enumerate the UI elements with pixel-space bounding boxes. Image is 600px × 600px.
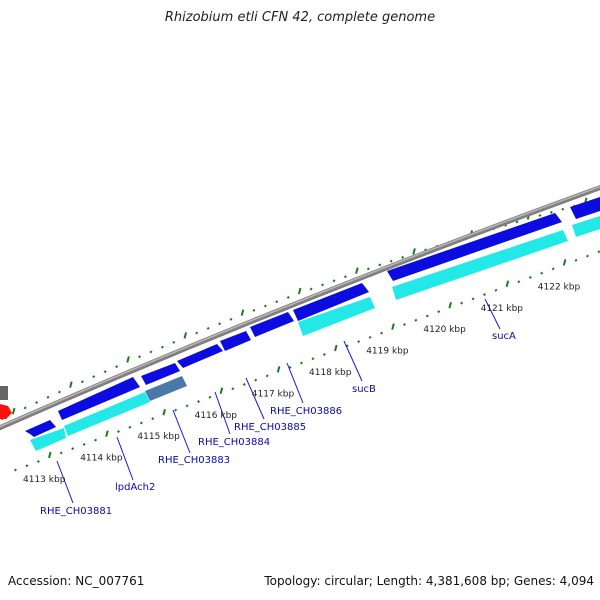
gene-arrow-gray-edge[interactable] bbox=[0, 386, 8, 400]
gene-label[interactable]: RHE_CH03883 bbox=[158, 455, 230, 466]
gene-arrow-reverse[interactable] bbox=[298, 297, 375, 336]
gene-arrow-forward[interactable] bbox=[220, 331, 251, 351]
gene-arrow-reverse[interactable] bbox=[30, 428, 66, 451]
gene-label[interactable]: RHE_CH03886 bbox=[270, 406, 342, 417]
gene-arrow-forward[interactable] bbox=[293, 283, 369, 321]
accession-text: Accession: NC_007761 bbox=[8, 574, 145, 588]
kbp-label: 4121 kbp bbox=[481, 304, 524, 314]
kbp-label: 4119 kbp bbox=[366, 347, 409, 357]
topology-text: Topology: circular; Length: 4,381,608 bp… bbox=[264, 574, 594, 588]
kbp-label: 4118 kbp bbox=[309, 368, 352, 378]
gene-arrow-forward[interactable] bbox=[177, 344, 223, 368]
gene-arrow-red-edge[interactable] bbox=[0, 404, 12, 419]
kbp-label: 4114 kbp bbox=[80, 454, 123, 464]
gene-arrow-reverse[interactable] bbox=[64, 392, 150, 436]
kbp-label: 4116 kbp bbox=[195, 411, 238, 421]
gene-arrow-forward[interactable] bbox=[387, 213, 562, 281]
gene-arrow-forward[interactable] bbox=[25, 420, 56, 437]
gene-arrow-other[interactable] bbox=[145, 376, 187, 401]
kbp-label: 4122 kbp bbox=[538, 282, 581, 292]
gene-label[interactable]: RHE_CH03885 bbox=[234, 422, 306, 433]
gene-label[interactable]: RHE_CH03884 bbox=[198, 437, 270, 448]
kbp-label: 4120 kbp bbox=[423, 325, 466, 335]
gene-arrow-reverse[interactable] bbox=[572, 216, 600, 237]
gene-label-lines bbox=[56, 298, 501, 504]
gene-label[interactable]: sucB bbox=[352, 384, 376, 395]
genome-backbone-highlight bbox=[0, 185, 600, 428]
genome-backbone bbox=[0, 184, 600, 431]
kbp-label: 4113 kbp bbox=[23, 475, 66, 485]
gene-arrow-forward[interactable] bbox=[250, 312, 294, 337]
gene-arrow-forward[interactable] bbox=[570, 197, 600, 219]
gene-arrow-reverse[interactable] bbox=[392, 230, 568, 300]
kbp-label: 4115 kbp bbox=[137, 432, 180, 442]
genome-title: Rhizobium etli CFN 42, complete genome bbox=[164, 10, 436, 25]
gene-label[interactable]: lpdAch2 bbox=[115, 482, 155, 493]
kbp-labels: 4113 kbp 4114 kbp 4115 kbp 4116 kbp 4117 kbp… bbox=[23, 282, 580, 485]
inner-tick-ring bbox=[13, 250, 600, 472]
gene-label[interactable]: RHE_CH03881 bbox=[40, 506, 112, 517]
kbp-label: 4117 kbp bbox=[252, 389, 295, 399]
gene-arrow-forward[interactable] bbox=[58, 377, 140, 420]
gene-label[interactable]: sucA bbox=[492, 331, 516, 342]
gene-labels: RHE_CH03881 lpdAch2 RHE_CH03883 RHE_CH03884… bbox=[40, 331, 516, 517]
gene-arrow-forward[interactable] bbox=[141, 363, 180, 385]
